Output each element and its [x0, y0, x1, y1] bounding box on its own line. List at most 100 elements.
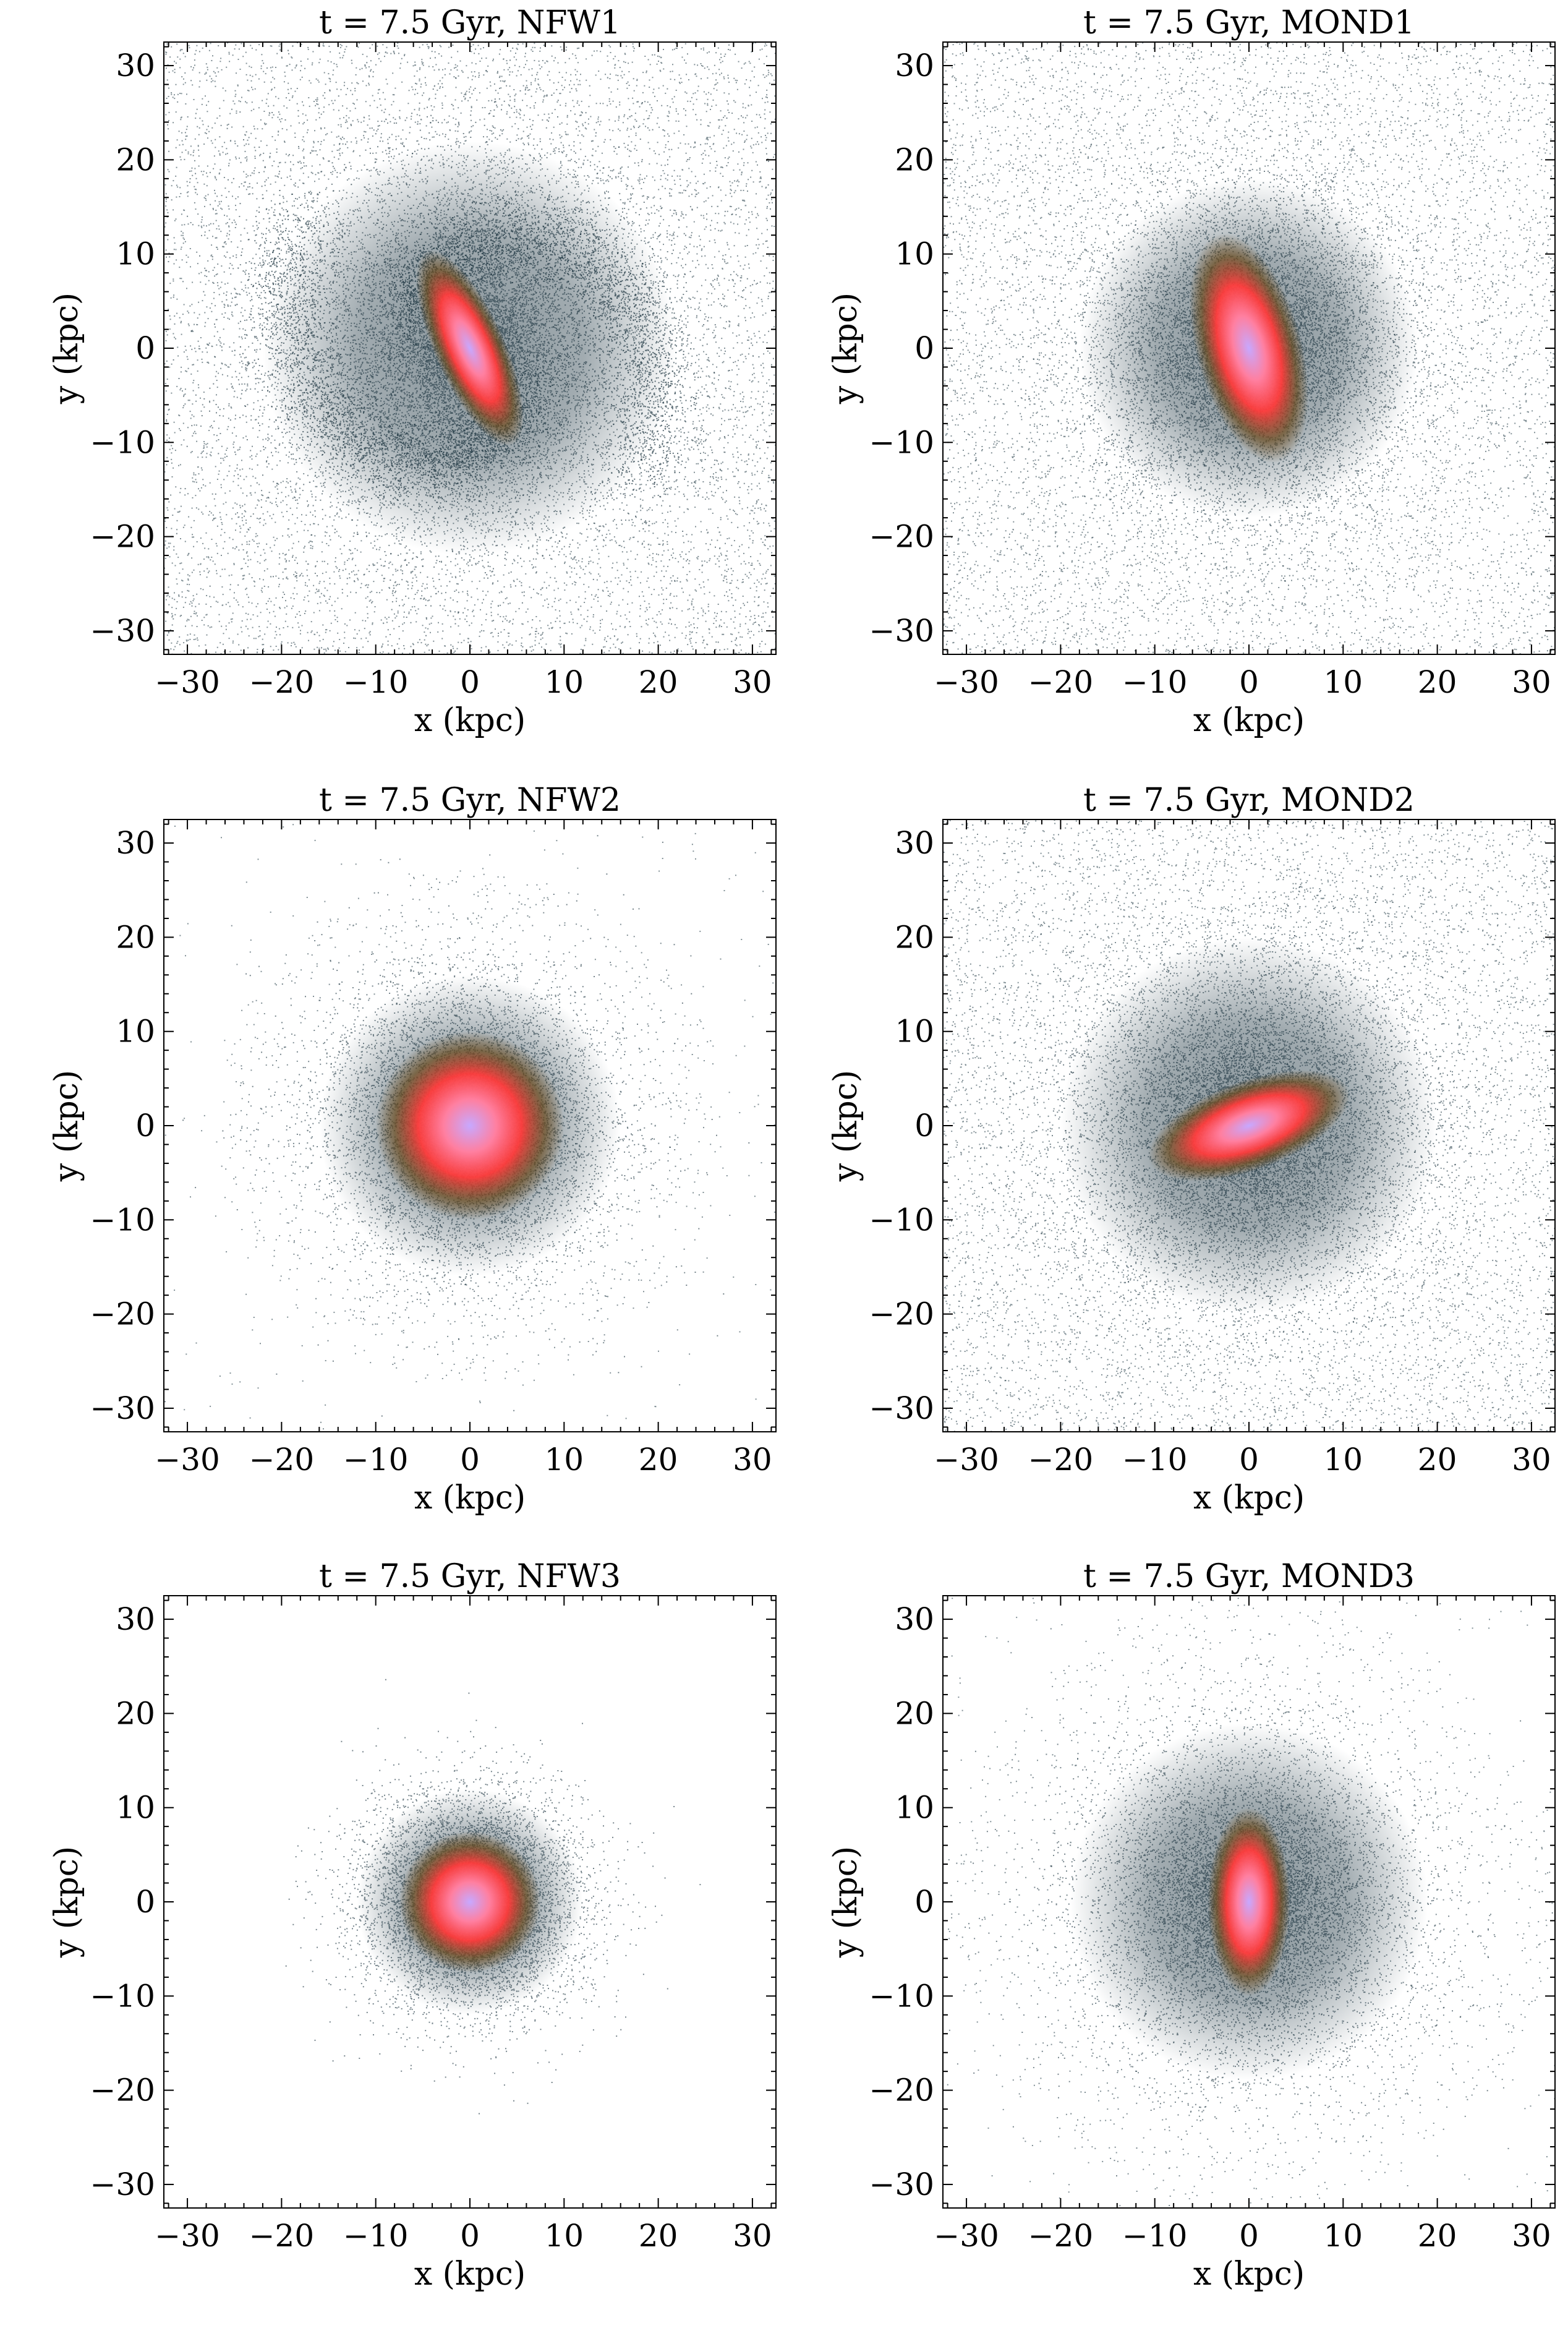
axes-frame	[164, 1596, 776, 2208]
x-axis-label: x (kpc)	[414, 1479, 526, 1517]
x-axis-label: x (kpc)	[1193, 702, 1305, 739]
y-axis-label: y (kpc)	[48, 1846, 85, 1958]
x-tick-label: 20	[1418, 2218, 1457, 2254]
y-tick-label: 30	[895, 825, 934, 861]
y-tick-label: 0	[914, 1108, 934, 1144]
y-tick-label: 20	[116, 1695, 155, 1731]
y-tick-label: 10	[116, 1790, 155, 1826]
panel-title: t = 7.5 Gyr, NFW2	[319, 782, 621, 819]
x-tick-label: −20	[1028, 2218, 1094, 2254]
y-tick-label: −10	[90, 1202, 155, 1238]
axes-frame	[164, 819, 776, 1432]
x-tick-label: 10	[1323, 664, 1363, 700]
x-tick-label: −10	[343, 2218, 409, 2254]
y-tick-label: 20	[895, 1695, 934, 1731]
y-tick-label: −20	[869, 1296, 934, 1332]
plot-area	[48, 0, 858, 742]
y-tick-label: −30	[869, 2167, 934, 2202]
panel-title: t = 7.5 Gyr, MOND3	[1083, 1558, 1415, 1595]
y-tick-label: 30	[116, 825, 155, 861]
y-tick-label: −10	[869, 1202, 934, 1238]
y-tick-label: −20	[90, 2073, 155, 2108]
y-tick-label: 0	[135, 1108, 155, 1144]
x-axis-label: x (kpc)	[1193, 2256, 1305, 2293]
y-tick-label: −20	[869, 519, 934, 555]
y-tick-label: −10	[90, 1978, 155, 2014]
x-tick-label: 10	[1323, 1442, 1363, 1478]
x-tick-label: −30	[934, 1442, 999, 1478]
x-tick-label: 30	[733, 2218, 772, 2254]
y-axis-label: y (kpc)	[827, 1846, 864, 1958]
x-tick-label: 20	[639, 664, 678, 700]
y-tick-label: 30	[895, 1601, 934, 1637]
y-tick-label: 0	[135, 330, 155, 366]
x-tick-label: −20	[249, 2218, 315, 2254]
y-tick-label: 30	[116, 48, 155, 83]
y-tick-label: −10	[869, 1978, 934, 2014]
x-tick-label: 20	[639, 2218, 678, 2254]
x-axis-label: x (kpc)	[414, 702, 526, 739]
x-tick-label: −10	[343, 664, 409, 700]
x-tick-label: 10	[1323, 2218, 1363, 2254]
x-tick-label: 0	[1239, 1442, 1259, 1478]
y-axis-label: y (kpc)	[827, 293, 864, 404]
y-tick-label: −10	[90, 424, 155, 460]
x-axis-label: x (kpc)	[414, 2256, 526, 2293]
x-axis-label: x (kpc)	[1193, 1479, 1305, 1517]
y-tick-label: 10	[895, 236, 934, 272]
y-tick-label: 0	[914, 1884, 934, 1920]
y-axis-label: y (kpc)	[48, 293, 85, 404]
x-tick-label: −10	[1122, 2218, 1188, 2254]
x-tick-label: 0	[460, 664, 480, 700]
x-tick-label: −30	[934, 664, 999, 700]
y-tick-label: −20	[90, 519, 155, 555]
x-tick-label: 10	[544, 2218, 584, 2254]
x-tick-label: −30	[155, 1442, 220, 1478]
x-tick-label: −30	[934, 2218, 999, 2254]
x-tick-label: −30	[155, 664, 220, 700]
y-axis-label: y (kpc)	[827, 1070, 864, 1182]
x-tick-label: −20	[249, 664, 315, 700]
axes-frame	[164, 42, 776, 654]
x-tick-label: 0	[1239, 2218, 1259, 2254]
x-tick-label: 0	[1239, 664, 1259, 700]
x-tick-label: 20	[639, 1442, 678, 1478]
panel-title: t = 7.5 Gyr, MOND1	[1083, 4, 1415, 41]
x-tick-label: 10	[544, 1442, 584, 1478]
plot-area	[897, 1491, 1568, 2223]
y-tick-label: 30	[895, 48, 934, 83]
y-tick-label: 20	[895, 919, 934, 955]
x-tick-label: 0	[460, 2218, 480, 2254]
y-tick-label: −20	[869, 2073, 934, 2108]
y-tick-label: 10	[116, 1014, 155, 1050]
y-tick-label: 20	[895, 142, 934, 178]
plot-area	[889, 6, 1568, 694]
x-tick-label: 30	[1512, 2218, 1551, 2254]
x-tick-label: −10	[1122, 1442, 1188, 1478]
y-tick-label: 0	[914, 330, 934, 366]
y-tick-label: 10	[895, 1014, 934, 1050]
x-tick-label: −20	[249, 1442, 315, 1478]
y-axis-label: y (kpc)	[48, 1070, 85, 1182]
panel-title: t = 7.5 Gyr, NFW1	[319, 4, 621, 41]
y-tick-label: 0	[135, 1884, 155, 1920]
x-tick-label: 20	[1418, 1442, 1457, 1478]
panel-title: t = 7.5 Gyr, NFW3	[319, 1558, 621, 1595]
x-tick-label: −20	[1028, 664, 1094, 700]
panel-title: t = 7.5 Gyr, MOND2	[1083, 782, 1415, 819]
x-tick-label: −10	[343, 1442, 409, 1478]
x-tick-label: 30	[1512, 1442, 1551, 1478]
y-tick-label: 20	[116, 142, 155, 178]
x-tick-label: 30	[733, 664, 772, 700]
x-tick-label: 10	[544, 664, 584, 700]
y-tick-label: 30	[116, 1601, 155, 1637]
plot-area	[164, 1596, 776, 2208]
y-tick-label: 10	[116, 236, 155, 272]
